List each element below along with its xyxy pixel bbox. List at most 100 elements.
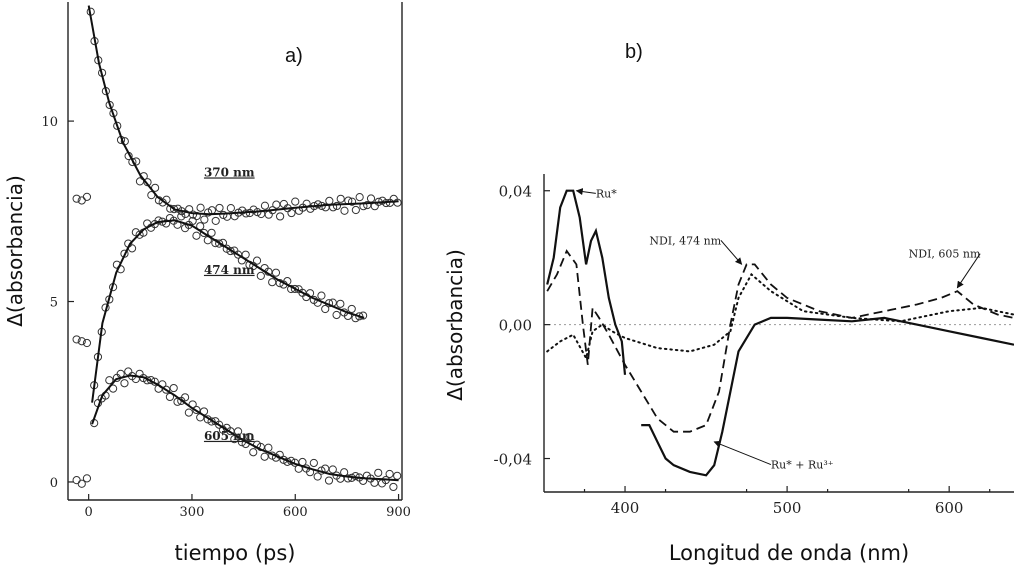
y-tick-label-b: 0,04 [499, 183, 532, 201]
spectrum-line-solid [546, 189, 627, 375]
data-point [162, 219, 171, 228]
data-point [309, 458, 318, 468]
spectrum-line-dashed [546, 249, 1014, 433]
data-point [188, 210, 198, 219]
data-point [241, 250, 250, 259]
x-axis-title-b: Longitud de onda (nm) [669, 541, 909, 565]
data-point [120, 379, 129, 388]
fit-line [87, 5, 399, 216]
data-point [169, 383, 178, 393]
x-tick-label-b: 400 [611, 499, 640, 517]
data-point [351, 205, 360, 215]
y-tick-label-a: 5 [50, 296, 58, 311]
fit-line [91, 219, 365, 403]
data-point [324, 476, 334, 485]
data-point [215, 239, 224, 248]
panel-label-a: a) [285, 45, 303, 67]
data-point [192, 405, 201, 415]
panel-label-b: b) [625, 41, 643, 63]
y-axis-title-b: Δ(absorbancia) [443, 249, 467, 401]
series-label: 370 nm [204, 165, 255, 179]
data-point [313, 200, 323, 209]
data-point [336, 194, 345, 203]
data-point [211, 216, 220, 226]
data-point [279, 199, 288, 209]
data-point [313, 472, 322, 481]
data-point [347, 197, 357, 206]
annotation-arrow [713, 440, 772, 466]
data-point [77, 479, 86, 488]
data-point [207, 228, 216, 237]
data-point [260, 452, 269, 461]
fit-line [91, 374, 399, 482]
data-point [72, 335, 81, 344]
x-tick-label-b: 600 [935, 499, 964, 517]
data-point [226, 204, 235, 213]
data-point [82, 338, 92, 348]
data-point [291, 197, 300, 206]
data-point [124, 367, 133, 376]
data-point [72, 194, 81, 203]
data-point [385, 469, 394, 479]
data-point [82, 474, 92, 483]
annotation-label: Ru* [596, 187, 617, 200]
panel-a: 0 300 600 900 0 5 10 tiempo (ps) Δ(absorbancia) a… [3, 2, 411, 565]
data-point [340, 206, 349, 215]
x-tick-label-a: 300 [180, 505, 205, 520]
annotation-arrow [720, 239, 743, 265]
data-point [233, 427, 243, 436]
data-point [389, 482, 398, 492]
x-tick-label-a: 0 [85, 505, 93, 520]
y-axis-title-a: Δ(absorbancia) [3, 175, 27, 327]
data-point [252, 256, 262, 265]
data-point [328, 465, 337, 474]
data-point [332, 310, 341, 320]
data-point [393, 198, 402, 207]
data-point [321, 304, 330, 314]
annotation-label: Ru* + Ru³⁺ [771, 459, 834, 472]
data-point [215, 203, 224, 213]
data-point [105, 376, 114, 385]
series-label: 474 nm [204, 263, 255, 277]
y-tick-label-b: -0,04 [494, 451, 532, 469]
data-point [109, 384, 118, 393]
data-point [219, 210, 228, 220]
y-tick-label-a: 0 [50, 476, 58, 491]
data-point [72, 476, 81, 485]
data-point [162, 385, 171, 394]
data-point [180, 393, 190, 402]
data-point [184, 408, 193, 417]
spectrum-line-solid [641, 316, 1014, 477]
data-point [196, 203, 205, 212]
series-label: 605 nm [204, 429, 255, 443]
data-point [355, 192, 364, 202]
annotation-arrow [575, 188, 596, 196]
data-point [363, 200, 372, 210]
data-point [355, 312, 364, 321]
data-point [177, 212, 186, 221]
annotation-label: NDI, 605 nm [909, 248, 981, 261]
data-point [249, 448, 258, 457]
data-point [226, 246, 235, 256]
x-tick-label-a: 600 [283, 505, 308, 520]
y-tick-label-a: 10 [41, 115, 58, 130]
data-point [343, 474, 353, 483]
data-point [332, 201, 342, 211]
y-tick-label-b: 0,00 [499, 317, 532, 335]
data-point [188, 216, 197, 226]
data-point [77, 337, 86, 346]
data-point [256, 271, 265, 280]
data-point [200, 215, 209, 224]
data-point [374, 468, 383, 477]
spectrum-line-dotted [546, 272, 1014, 361]
data-point [264, 210, 273, 219]
data-point [82, 192, 92, 201]
data-point [272, 200, 281, 209]
data-point [113, 121, 122, 130]
data-point [290, 284, 300, 294]
data-point [276, 212, 285, 221]
annotation-arrow [956, 253, 981, 289]
data-point [268, 278, 277, 287]
data-point [271, 268, 281, 277]
